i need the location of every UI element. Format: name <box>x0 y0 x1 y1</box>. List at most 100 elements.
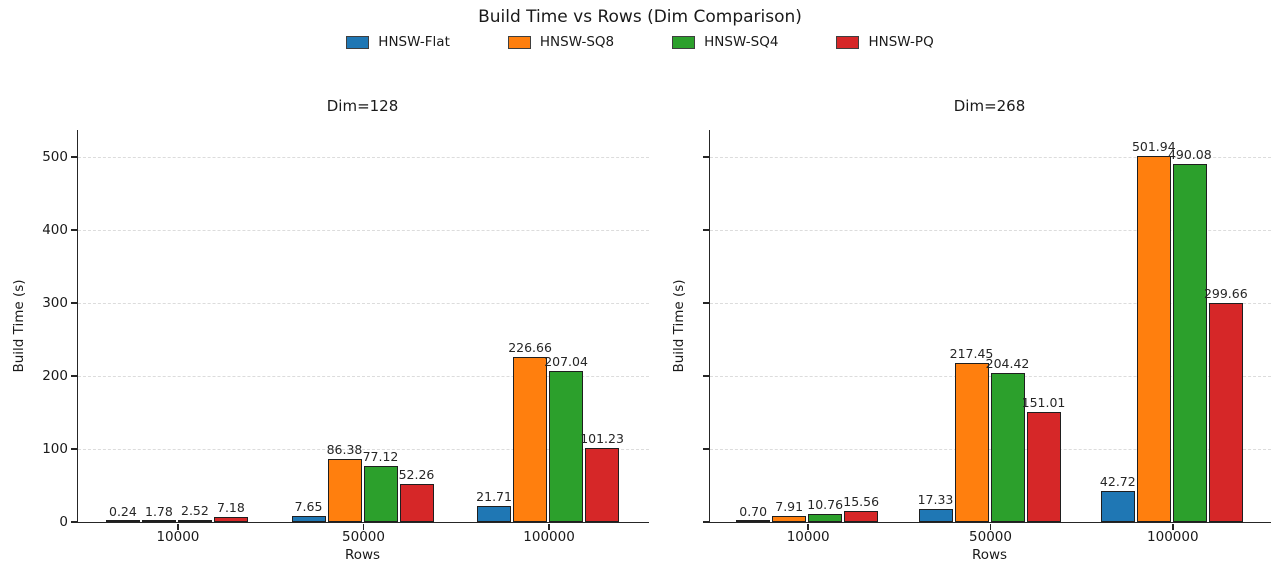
bar-value-label: 217.45 <box>949 346 994 362</box>
bar-value-label: 207.04 <box>544 353 588 369</box>
bar <box>477 506 512 522</box>
bar-value-label: 0.70 <box>739 504 768 519</box>
bar <box>844 510 879 522</box>
legend-swatch <box>346 35 370 49</box>
y-tick-label: 500 <box>42 149 68 165</box>
legend-item: HNSW-Flat <box>346 34 450 50</box>
x-tick-mark <box>548 523 550 530</box>
bar <box>177 520 212 522</box>
bar <box>585 448 620 522</box>
y-tick-label: 200 <box>42 368 68 384</box>
y-tick-mark <box>702 229 709 231</box>
y-tick-mark <box>70 521 77 523</box>
bar <box>213 516 248 522</box>
legend: HNSW-Flat HNSW-SQ8 HNSW-SQ4 HNSW-PQ <box>0 34 1280 50</box>
bar-value-label: 42.72 <box>1099 473 1136 489</box>
legend-item: HNSW-PQ <box>836 34 934 50</box>
x-tick-mark <box>177 523 179 530</box>
legend-label: HNSW-SQ8 <box>539 34 615 50</box>
y-tick-mark <box>70 156 77 158</box>
gridline <box>78 157 649 158</box>
bar <box>990 372 1025 522</box>
bar <box>1026 411 1061 522</box>
bar-value-label: 0.24 <box>109 504 137 519</box>
bar <box>736 520 771 522</box>
bar <box>1136 155 1171 522</box>
figure-title: Build Time vs Rows (Dim Comparison) <box>478 7 802 27</box>
bar <box>808 514 843 522</box>
x-axis-label: Rows <box>344 547 381 563</box>
bar-value-label: 501.94 <box>1131 138 1176 154</box>
y-tick-mark <box>70 302 77 304</box>
gridline <box>710 303 1271 304</box>
bar-value-label: 1.78 <box>145 503 173 519</box>
bar <box>1100 490 1135 522</box>
legend-item: HNSW-SQ4 <box>672 34 778 50</box>
y-axis-label: Build Time (s) <box>671 279 687 373</box>
y-tick-mark <box>70 448 77 450</box>
y-tick-label: 400 <box>42 222 68 238</box>
bar-value-label: 101.23 <box>580 431 624 447</box>
subplot-title: Dim=268 <box>953 97 1026 115</box>
subplot-title: Dim=128 <box>326 97 399 115</box>
bar-value-label: 86.38 <box>326 441 363 457</box>
x-tick-label: 50000 <box>969 529 1012 545</box>
y-tick-mark <box>70 229 77 231</box>
gridline <box>78 303 649 304</box>
gridline <box>78 230 649 231</box>
x-tick-label: 100000 <box>523 529 575 545</box>
bar-value-label: 151.01 <box>1021 394 1066 410</box>
legend-label: HNSW-PQ <box>868 34 934 50</box>
bar-value-label: 299.66 <box>1203 286 1248 302</box>
bar <box>141 520 176 522</box>
bar-value-label: 490.08 <box>1167 147 1212 163</box>
gridline <box>78 376 649 377</box>
gridline <box>710 230 1271 231</box>
bar-value-label: 226.66 <box>508 339 552 355</box>
legend-item: HNSW-SQ8 <box>507 34 615 50</box>
gridline <box>78 449 649 450</box>
legend-label: HNSW-Flat <box>378 34 450 50</box>
bar-value-label: 17.33 <box>917 492 954 508</box>
y-tick-label: 0 <box>59 514 68 530</box>
bar-value-label: 204.42 <box>985 355 1030 371</box>
y-tick-mark <box>702 302 709 304</box>
bar-value-label: 7.18 <box>217 499 245 515</box>
y-tick-label: 300 <box>42 295 68 311</box>
bar <box>954 363 989 522</box>
x-tick-label: 10000 <box>786 529 830 545</box>
bar <box>327 458 362 522</box>
y-tick-label: 100 <box>42 441 68 457</box>
bar-value-label: 7.65 <box>294 499 323 515</box>
bar <box>549 370 584 522</box>
x-tick-label: 10000 <box>156 529 200 545</box>
bar <box>291 516 326 522</box>
bar-value-label: 21.71 <box>476 489 512 505</box>
bar <box>918 509 953 522</box>
bar-value-label: 7.91 <box>775 499 804 515</box>
plot-area: 0 100 200 300 400 500 10000 50000 100000 0.24 7.65… <box>42 130 649 545</box>
gridline <box>710 157 1271 158</box>
y-tick-mark <box>702 375 709 377</box>
bar <box>363 465 398 522</box>
plot-area: 10000 50000 100000 0.70 17.33 42.72 7.91 217.45… <box>702 130 1271 545</box>
y-tick-mark <box>702 156 709 158</box>
bar-value-label: 15.56 <box>843 493 880 509</box>
bar <box>772 516 807 522</box>
y-tick-mark <box>702 448 709 450</box>
bar-value-label: 2.52 <box>181 503 209 519</box>
bar <box>513 356 548 522</box>
x-tick-mark <box>807 523 809 530</box>
legend-swatch <box>672 35 696 49</box>
x-tick-label: 100000 <box>1147 529 1199 545</box>
y-tick-mark <box>70 375 77 377</box>
x-tick-mark <box>1172 523 1174 530</box>
bar <box>105 520 140 522</box>
bar <box>399 483 434 522</box>
bar <box>1172 164 1207 522</box>
legend-swatch <box>507 35 531 49</box>
bar-value-label: 77.12 <box>362 448 399 464</box>
